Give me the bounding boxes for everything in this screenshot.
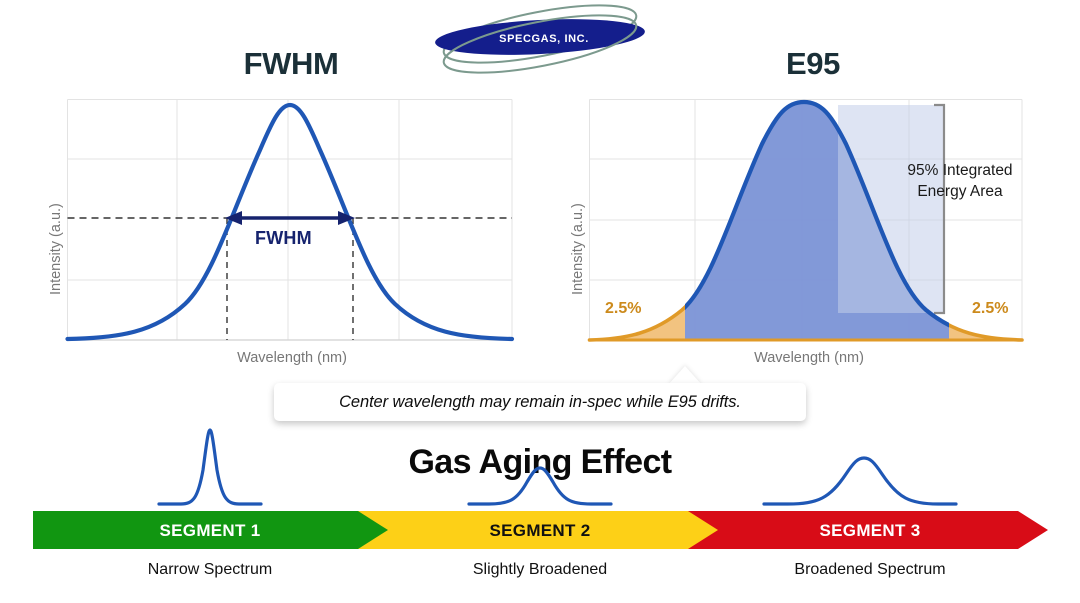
page-title: Gas Aging Effect	[408, 443, 672, 481]
segment-1-label: SEGMENT 1	[159, 521, 261, 540]
segment-1-arrow[interactable]	[33, 511, 388, 549]
e95-area-annotation: 95% Integrated Energy Area	[880, 161, 1040, 203]
e95-chart-title: E95	[786, 46, 840, 81]
segment-2-label: SEGMENT 2	[489, 521, 591, 540]
segment-3-caption: Broadened Spectrum	[794, 561, 946, 578]
segment-2-mini-spectrum	[467, 466, 613, 506]
segment-1-mini-spectrum	[157, 428, 263, 506]
fwhm-measure-label: FWHM	[255, 228, 312, 248]
e95-area-annotation-line1: 95% Integrated	[907, 162, 1013, 179]
logo-ring-front	[442, 14, 638, 74]
e95-left-tail-label: 2.5%	[605, 300, 642, 317]
segment-1-caption: Narrow Spectrum	[147, 561, 273, 578]
segment-3-mini-spectrum	[762, 456, 958, 506]
e95-filled-regions	[589, 102, 1022, 340]
segment-3-arrow[interactable]	[686, 511, 1048, 549]
fwhm-measure-arrow	[225, 211, 355, 225]
fwhm-plot-area	[65, 99, 515, 342]
callout-pointer	[668, 366, 702, 385]
logo-graphic	[435, 4, 645, 74]
fwhm-chart-title: FWHM	[243, 46, 339, 81]
e95-central-area-fill	[685, 102, 949, 340]
e95-x-axis-label: Wavelength (nm)	[754, 350, 864, 366]
segment-progression-bar	[33, 511, 1048, 549]
callout-text: Center wavelength may remain in-spec whi…	[339, 392, 741, 411]
segment-2-arrow[interactable]	[356, 511, 718, 549]
e95-spectrum-curve	[685, 99, 949, 328]
segment-2-caption: Slightly Broadened	[472, 561, 608, 578]
logo-ellipse	[435, 19, 645, 55]
e95-area-annotation-line2: Energy Area	[917, 182, 1003, 200]
callout-box: Center wavelength may remain in-spec whi…	[274, 383, 806, 421]
segment-3-label: SEGMENT 3	[819, 521, 921, 540]
e95-annotation-band	[838, 105, 944, 313]
fwhm-x-axis-label: Wavelength (nm)	[237, 350, 347, 366]
e95-left-tail-fill	[589, 307, 685, 340]
e95-right-tail-label: 2.5%	[972, 300, 1009, 317]
fwhm-spectrum-curve	[65, 102, 515, 342]
fwhm-gridlines	[67, 99, 513, 340]
e95-plot-area	[587, 99, 1024, 342]
e95-annotation-bracket	[934, 103, 946, 315]
e95-right-tail-fill	[949, 325, 1022, 340]
logo-ring-back	[442, 4, 638, 64]
company-logo: SPECGAS, INC.	[428, 4, 652, 74]
